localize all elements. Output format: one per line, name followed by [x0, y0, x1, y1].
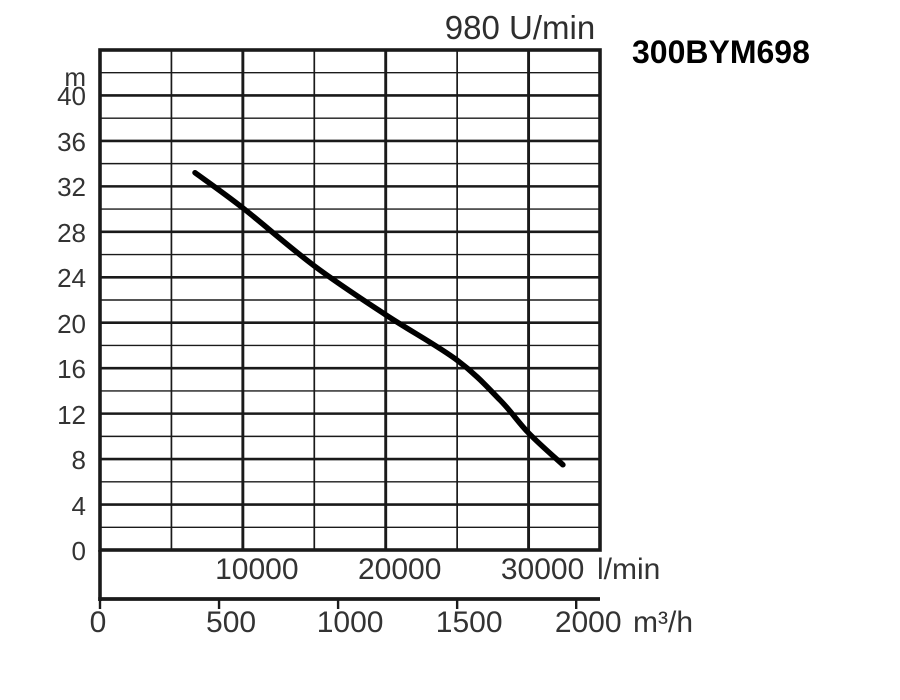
y-tick-label: 12	[57, 399, 86, 430]
plot-border	[98, 48, 602, 552]
y-tick-label: 16	[57, 354, 86, 385]
y-tick-label: 0	[71, 536, 86, 566]
y-tick-label: 40	[57, 81, 86, 112]
x-axis-m3h-unit-label: m³/h	[633, 606, 693, 639]
x-tick-label-lmin: 10000	[215, 553, 299, 586]
y-tick-label: 20	[57, 308, 86, 339]
x-axis-lmin-unit-label: l/min	[597, 553, 661, 586]
x-tick-label-m3h: 1500	[435, 606, 503, 639]
y-tick-label: 24	[57, 263, 86, 294]
chart-title: 980 U/min	[444, 9, 596, 46]
y-tick-label: 32	[57, 172, 86, 203]
x-tick-label-lmin: 20000	[357, 553, 442, 586]
x-tick-label-m3h: 0	[89, 606, 107, 639]
model-number: 300BYM698	[632, 34, 810, 70]
x-tick-label-lmin: 30000	[500, 553, 585, 586]
x-tick-label-m3h: 1000	[316, 606, 384, 639]
pump-head-curve	[192, 169, 566, 468]
y-axis-unit-label: m	[64, 62, 86, 92]
y-tick-label: 28	[57, 217, 86, 248]
x-tick-label-m3h: 500	[206, 606, 257, 639]
y-tick-label: 8	[71, 445, 86, 476]
y-tick-label: 36	[57, 126, 86, 157]
x-tick-label-m3h: 2000	[554, 606, 622, 639]
y-tick-label: 4	[71, 490, 86, 521]
